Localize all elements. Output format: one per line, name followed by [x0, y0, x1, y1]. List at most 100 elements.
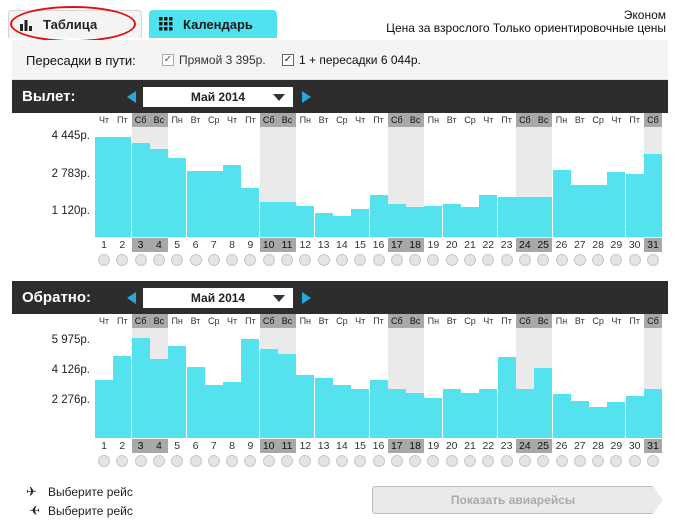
- day-column[interactable]: Вт 6: [186, 314, 205, 472]
- price-bar[interactable]: [149, 149, 168, 237]
- price-bar[interactable]: [351, 208, 370, 237]
- outbound-next-month-arrow-icon[interactable]: [302, 91, 311, 103]
- day-column[interactable]: Пт 30: [625, 314, 644, 472]
- day-radio[interactable]: [354, 455, 367, 467]
- day-column[interactable]: Пн 5: [168, 113, 187, 271]
- day-radio[interactable]: [152, 455, 165, 467]
- day-column[interactable]: Сб 17: [387, 113, 406, 271]
- price-bar[interactable]: [131, 337, 150, 438]
- price-bar[interactable]: [223, 382, 242, 438]
- day-radio[interactable]: [573, 455, 586, 467]
- day-radio[interactable]: [281, 254, 293, 266]
- price-bar[interactable]: [406, 207, 425, 237]
- price-bar[interactable]: [186, 366, 205, 438]
- day-radio[interactable]: [171, 455, 184, 467]
- day-column[interactable]: Вс 4: [149, 314, 168, 472]
- price-bar[interactable]: [644, 389, 662, 438]
- price-bar[interactable]: [369, 195, 388, 237]
- day-column[interactable]: Вт 13: [314, 314, 333, 472]
- day-radio[interactable]: [116, 455, 129, 467]
- day-radio[interactable]: [573, 254, 586, 266]
- day-radio[interactable]: [335, 254, 348, 266]
- day-column[interactable]: Чт 1: [95, 314, 113, 472]
- price-bar[interactable]: [113, 355, 132, 438]
- day-column[interactable]: Чт 29: [607, 314, 626, 472]
- day-radio[interactable]: [281, 455, 293, 467]
- outbound-prev-month-arrow-icon[interactable]: [127, 91, 136, 103]
- price-bar[interactable]: [204, 170, 223, 237]
- day-radio[interactable]: [152, 254, 165, 266]
- day-column[interactable]: Чт 15: [351, 314, 370, 472]
- day-column[interactable]: Пт 16: [369, 113, 388, 271]
- price-bar[interactable]: [186, 170, 205, 237]
- day-column[interactable]: Сб 3: [131, 314, 150, 472]
- day-column[interactable]: Пт 23: [497, 113, 516, 271]
- day-column[interactable]: Чт 29: [607, 113, 626, 271]
- day-radio[interactable]: [464, 254, 476, 266]
- day-radio[interactable]: [445, 455, 458, 467]
- price-bar[interactable]: [332, 215, 351, 237]
- day-column[interactable]: Вс 11: [278, 314, 296, 472]
- day-column[interactable]: Вт 27: [570, 113, 589, 271]
- day-radio[interactable]: [244, 455, 257, 467]
- inbound-prev-month-arrow-icon[interactable]: [127, 292, 136, 304]
- outbound-month-select[interactable]: Май 2014: [143, 87, 293, 107]
- day-radio[interactable]: [409, 455, 422, 467]
- day-radio[interactable]: [592, 254, 605, 266]
- price-bar[interactable]: [479, 389, 498, 438]
- day-radio[interactable]: [262, 254, 275, 266]
- day-column[interactable]: Пн 26: [552, 314, 571, 472]
- price-bar[interactable]: [607, 402, 626, 438]
- price-bar[interactable]: [625, 395, 644, 438]
- day-radio[interactable]: [500, 254, 513, 266]
- price-bar[interactable]: [552, 169, 571, 237]
- inbound-next-month-arrow-icon[interactable]: [302, 292, 311, 304]
- day-radio[interactable]: [317, 455, 330, 467]
- day-column[interactable]: Вс 25: [534, 113, 553, 271]
- day-radio[interactable]: [427, 254, 440, 266]
- day-column[interactable]: Вт 6: [186, 113, 205, 271]
- price-bar[interactable]: [589, 185, 608, 237]
- day-radio[interactable]: [628, 254, 641, 266]
- day-column[interactable]: Вт 20: [442, 314, 461, 472]
- price-bar[interactable]: [241, 339, 260, 438]
- day-column[interactable]: Ср 14: [332, 113, 351, 271]
- day-radio[interactable]: [518, 254, 531, 266]
- day-column[interactable]: Пт 16: [369, 314, 388, 472]
- price-bar[interactable]: [570, 185, 589, 237]
- price-bar[interactable]: [607, 171, 626, 237]
- day-column[interactable]: Чт 22: [479, 113, 498, 271]
- price-bar[interactable]: [515, 389, 534, 438]
- price-bar[interactable]: [332, 384, 351, 438]
- day-column[interactable]: Вс 25: [534, 314, 553, 472]
- day-radio[interactable]: [555, 254, 568, 266]
- price-bar[interactable]: [534, 368, 553, 438]
- day-column[interactable]: Чт 15: [351, 113, 370, 271]
- day-column[interactable]: Пн 19: [424, 113, 443, 271]
- day-radio[interactable]: [134, 254, 147, 266]
- price-bar[interactable]: [149, 358, 168, 438]
- price-bar[interactable]: [644, 153, 662, 237]
- direct-checkbox[interactable]: ✓ Прямой 3 395р.: [162, 53, 266, 67]
- day-column[interactable]: Ср 28: [589, 314, 608, 472]
- inbound-month-select[interactable]: Май 2014: [143, 288, 293, 308]
- day-column[interactable]: Пн 12: [296, 314, 315, 472]
- price-bar[interactable]: [479, 194, 498, 237]
- day-column[interactable]: Пн 12: [296, 113, 315, 271]
- day-column[interactable]: Вс 18: [406, 113, 425, 271]
- day-radio[interactable]: [628, 455, 641, 467]
- day-radio[interactable]: [262, 455, 275, 467]
- price-bar[interactable]: [95, 137, 113, 237]
- price-bar[interactable]: [534, 196, 553, 237]
- day-radio[interactable]: [226, 254, 239, 266]
- day-radio[interactable]: [610, 254, 623, 266]
- price-bar[interactable]: [442, 389, 461, 438]
- price-bar[interactable]: [296, 374, 315, 438]
- day-radio[interactable]: [372, 455, 385, 467]
- price-bar[interactable]: [369, 379, 388, 438]
- day-radio[interactable]: [390, 455, 403, 467]
- day-column[interactable]: Ср 21: [461, 314, 479, 472]
- price-bar[interactable]: [259, 349, 278, 438]
- day-radio[interactable]: [555, 455, 568, 467]
- direct-checkbox-box[interactable]: ✓: [162, 54, 174, 66]
